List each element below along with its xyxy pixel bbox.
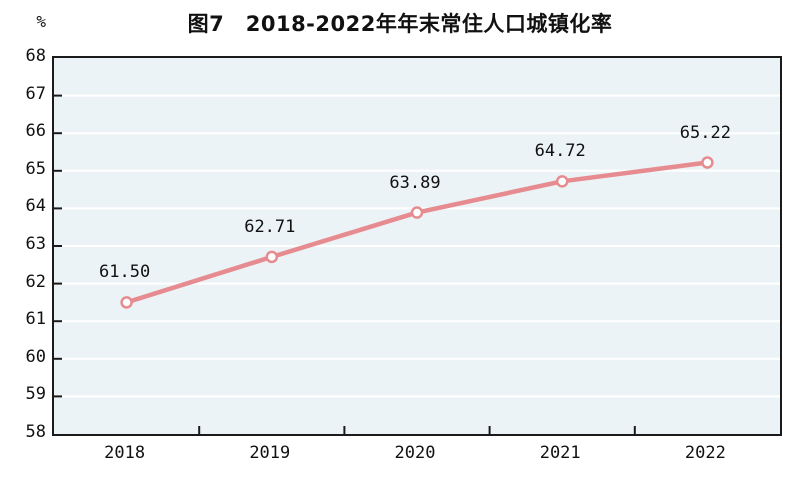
data-point-label: 61.50: [99, 262, 151, 283]
y-tick-label: 62: [25, 271, 46, 292]
data-point-marker: [410, 206, 424, 219]
y-tick-label: 61: [25, 309, 46, 330]
y-tick-label: 63: [25, 234, 46, 254]
y-tick-label: 58: [25, 422, 46, 442]
line-chart-svg: [54, 94, 780, 434]
y-tick-label: 59: [25, 384, 46, 405]
data-point-label: 65.22: [679, 122, 731, 143]
data-point-marker: [701, 156, 714, 169]
data-point-marker: [265, 250, 279, 264]
data-point-label: 62.71: [244, 216, 296, 237]
data-point-marker: [555, 175, 569, 188]
data-point-label: 64.72: [534, 141, 586, 162]
x-tick-label: 2021: [539, 443, 581, 463]
y-tick-label: 68: [25, 46, 46, 66]
y-tick-label: 67: [25, 83, 46, 104]
data-point-label: 63.89: [389, 172, 441, 193]
chart-title: 图7 2018-2022年年末常住人口城镇化率: [187, 12, 613, 36]
x-tick-label: 2018: [104, 443, 146, 463]
x-tick-label: 2019: [249, 443, 291, 463]
y-tick-label: 64: [25, 196, 46, 217]
y-axis-unit-label: %: [36, 12, 46, 31]
y-tick-label: 60: [25, 346, 46, 367]
plot-area: [52, 56, 782, 436]
x-tick-label: 2020: [394, 443, 436, 463]
y-tick-label: 66: [25, 121, 46, 142]
y-tick-label: 65: [25, 158, 46, 179]
data-point-marker: [120, 296, 133, 309]
x-tick-label: 2022: [684, 443, 726, 463]
